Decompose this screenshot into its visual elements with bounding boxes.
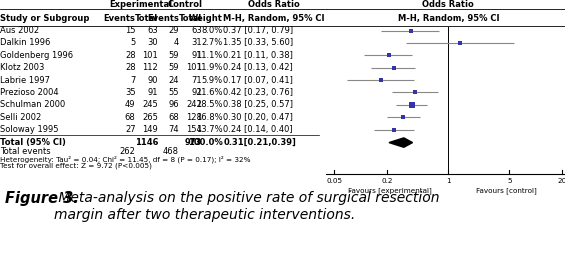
Text: M-H, Random, 95% CI: M-H, Random, 95% CI — [398, 14, 499, 23]
Text: 0.17 [0.07, 0.41]: 0.17 [0.07, 0.41] — [223, 76, 293, 84]
Text: 154: 154 — [186, 125, 202, 134]
Text: Total: Total — [179, 14, 202, 23]
Text: 5: 5 — [507, 178, 512, 184]
Text: 101: 101 — [142, 51, 158, 60]
Text: 28: 28 — [125, 51, 136, 60]
Text: 59: 59 — [168, 51, 179, 60]
Text: 91: 91 — [192, 51, 202, 60]
Text: 468: 468 — [163, 147, 179, 156]
Text: Odds Ratio: Odds Ratio — [248, 0, 300, 9]
Text: 31: 31 — [192, 38, 202, 48]
Text: Weight: Weight — [189, 14, 223, 23]
Text: 11.9%: 11.9% — [196, 63, 223, 72]
Text: 2.7%: 2.7% — [201, 38, 223, 48]
Text: 63: 63 — [192, 26, 202, 35]
Text: 101: 101 — [186, 63, 202, 72]
Text: 0.38 [0.25, 0.57]: 0.38 [0.25, 0.57] — [223, 100, 293, 109]
Text: 262: 262 — [120, 147, 136, 156]
Text: 16.8%: 16.8% — [196, 113, 223, 122]
Text: Test for overall effect: Z = 9.72 (P<0.005): Test for overall effect: Z = 9.72 (P<0.0… — [0, 162, 152, 168]
Text: Favours [control]: Favours [control] — [476, 187, 537, 194]
Text: 128: 128 — [186, 113, 202, 122]
Text: Study or Subgroup: Study or Subgroup — [0, 14, 89, 23]
Text: 0.2: 0.2 — [381, 178, 393, 184]
Text: 11.1%: 11.1% — [196, 51, 223, 60]
Text: 13.7%: 13.7% — [196, 125, 223, 134]
Text: 242: 242 — [186, 100, 202, 109]
Text: Selli 2002: Selli 2002 — [0, 113, 41, 122]
Text: 4: 4 — [174, 38, 179, 48]
Text: Total events: Total events — [0, 147, 51, 156]
Text: 5.9%: 5.9% — [202, 76, 223, 84]
Text: 0.05: 0.05 — [327, 178, 342, 184]
Polygon shape — [389, 138, 412, 147]
Text: 59: 59 — [168, 63, 179, 72]
Text: 149: 149 — [142, 125, 158, 134]
Text: 29: 29 — [168, 26, 179, 35]
Text: 973: 973 — [185, 138, 202, 147]
Text: 35: 35 — [125, 88, 136, 97]
Text: 15: 15 — [125, 26, 136, 35]
Text: Aus 2002: Aus 2002 — [0, 26, 39, 35]
Text: 55: 55 — [168, 88, 179, 97]
Text: Total: Total — [135, 14, 158, 23]
Text: 27: 27 — [125, 125, 136, 134]
Text: 63: 63 — [147, 26, 158, 35]
Text: 90: 90 — [147, 76, 158, 84]
Text: 100.0%: 100.0% — [188, 138, 223, 147]
Text: 112: 112 — [142, 63, 158, 72]
Text: 91: 91 — [147, 88, 158, 97]
Text: Dalkin 1996: Dalkin 1996 — [0, 38, 50, 48]
Text: 68: 68 — [168, 113, 179, 122]
Text: 24: 24 — [168, 76, 179, 84]
Text: Total (95% CI): Total (95% CI) — [0, 138, 66, 147]
Text: 18.5%: 18.5% — [196, 100, 223, 109]
Text: 245: 245 — [142, 100, 158, 109]
Text: Schulman 2000: Schulman 2000 — [0, 100, 65, 109]
Text: 92: 92 — [192, 88, 202, 97]
Text: 7: 7 — [130, 76, 136, 84]
Text: Experimental: Experimental — [110, 0, 173, 9]
Text: Odds Ratio: Odds Ratio — [423, 0, 474, 9]
Text: Labrie 1997: Labrie 1997 — [0, 76, 50, 84]
Text: 30: 30 — [147, 38, 158, 48]
Text: 1.35 [0.33, 5.60]: 1.35 [0.33, 5.60] — [223, 38, 293, 48]
Text: Heterogeneity: Tau² = 0.04; Chi² = 11.45, df = 8 (P = 0.17); I² = 32%: Heterogeneity: Tau² = 0.04; Chi² = 11.45… — [0, 155, 250, 163]
Text: Prezioso 2004: Prezioso 2004 — [0, 88, 59, 97]
Text: M-H, Random, 95% CI: M-H, Random, 95% CI — [223, 14, 325, 23]
Text: Figure 3.: Figure 3. — [5, 191, 79, 206]
Text: Events: Events — [104, 14, 136, 23]
Text: 0.24 [0.14, 0.40]: 0.24 [0.14, 0.40] — [223, 125, 293, 134]
Text: 0.31[0.21,0.39]: 0.31[0.21,0.39] — [223, 138, 296, 147]
Text: 28: 28 — [125, 63, 136, 72]
Text: Klotz 2003: Klotz 2003 — [0, 63, 45, 72]
Text: Control: Control — [168, 0, 202, 9]
Text: 0.30 [0.20, 0.47]: 0.30 [0.20, 0.47] — [223, 113, 293, 122]
Text: 0.21 [0.11, 0.38]: 0.21 [0.11, 0.38] — [223, 51, 293, 60]
Text: 0.42 [0.23, 0.76]: 0.42 [0.23, 0.76] — [223, 88, 293, 97]
Text: 71: 71 — [192, 76, 202, 84]
Text: Soloway 1995: Soloway 1995 — [0, 125, 59, 134]
Text: Favours [experimental]: Favours [experimental] — [347, 187, 431, 194]
Text: 49: 49 — [125, 100, 136, 109]
Text: 0.37 [0.17, 0.79]: 0.37 [0.17, 0.79] — [223, 26, 293, 35]
Text: 5: 5 — [131, 38, 136, 48]
Text: 8.0%: 8.0% — [201, 26, 223, 35]
Text: 265: 265 — [142, 113, 158, 122]
Text: 11.6%: 11.6% — [196, 88, 223, 97]
Text: 1: 1 — [446, 178, 451, 184]
Text: 20: 20 — [558, 178, 565, 184]
Text: Events: Events — [147, 14, 179, 23]
Text: Goldenberg 1996: Goldenberg 1996 — [0, 51, 73, 60]
Text: 96: 96 — [168, 100, 179, 109]
Text: 1146: 1146 — [134, 138, 158, 147]
Text: 74: 74 — [168, 125, 179, 134]
Text: 68: 68 — [125, 113, 136, 122]
Text: 0.24 [0.13, 0.42]: 0.24 [0.13, 0.42] — [223, 63, 293, 72]
Text: Meta-analysis on the positive rate of surgical resection
margin after two therap: Meta-analysis on the positive rate of su… — [54, 191, 440, 222]
